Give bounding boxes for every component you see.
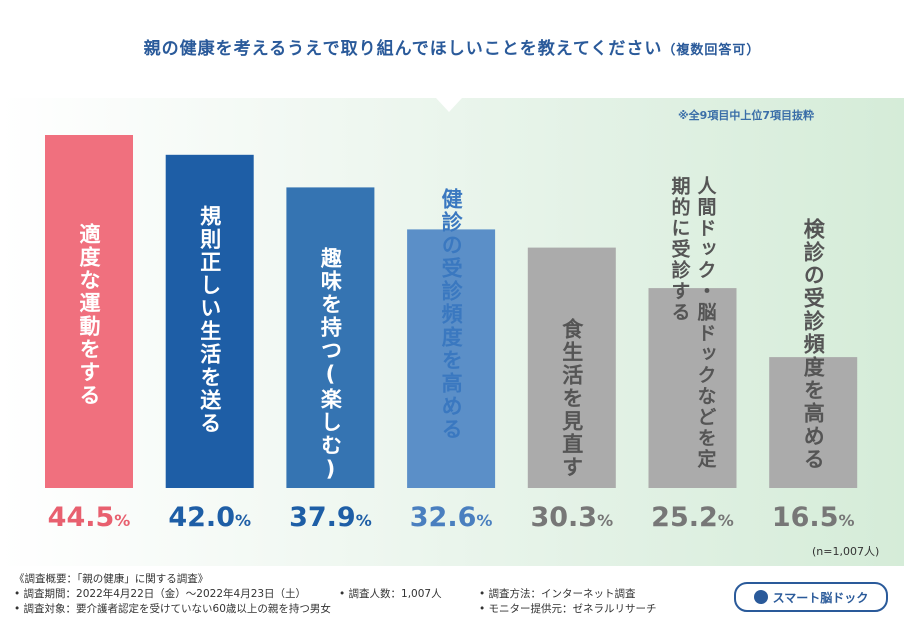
survey-method: • 調査方法：インターネット調査: [479, 588, 636, 600]
bar-value-label: 37.9%: [289, 504, 372, 531]
bar-6: [648, 288, 737, 488]
survey-target: • 調査対象：要介護者認定を受けていない60歳以上の親を持つ男女: [14, 603, 331, 615]
bar-category-label: 趣味を持つ(楽しむ): [318, 247, 343, 484]
value-number: 16.5: [771, 502, 839, 533]
value-number: 32.6: [409, 502, 477, 533]
survey-count: • 調査人数：1,007人: [339, 588, 442, 600]
logo-text: スマート脳ドック: [772, 590, 869, 605]
value-number: 37.9: [289, 502, 356, 533]
sample-size-note: (n=1,007人): [812, 545, 880, 558]
bar-7: [769, 357, 858, 488]
brand-logo: スマート脳ドック: [734, 582, 888, 612]
bar-category-label: 健診の受診頻度を高める: [439, 188, 464, 441]
survey-heading: 《調査概要：「親の健康」に関する調査》: [14, 573, 209, 585]
chart-title: 親の健康を考えるうえで取り組んでほしいことを教えてください（複数回答可）: [0, 34, 904, 59]
bar-4: [407, 229, 496, 488]
value-unit: %: [838, 511, 855, 530]
bar-3: [286, 187, 375, 488]
bar-value-label: 42.0%: [168, 504, 251, 531]
value-unit: %: [476, 511, 493, 530]
selection-note: ※全9項目中上位7項目抜粋: [677, 109, 814, 122]
bar-2: [165, 154, 254, 489]
bar-value-label: 32.6%: [410, 504, 493, 531]
bar-value-label: 44.5%: [48, 504, 131, 531]
brain-icon: [753, 590, 768, 604]
value-number: 30.3: [530, 502, 598, 533]
value-unit: %: [597, 511, 614, 530]
survey-provider: • モニター提供元：ゼネラルリサーチ: [479, 603, 657, 615]
title-text: 親の健康を考えるうえで取り組んでほしいことを教えてください: [143, 39, 663, 59]
value-unit: %: [234, 511, 252, 530]
bar-category-label: 人間ドック・脳ドックなどを定期的に受診する: [668, 176, 717, 470]
bar-value-label: 25.2%: [651, 504, 734, 531]
value-unit: %: [114, 511, 131, 530]
panel-notch: [436, 98, 462, 112]
bar-category-label: 食生活を見直す: [559, 317, 584, 479]
bar-value-label: 16.5%: [772, 504, 855, 531]
value-number: 42.0: [168, 502, 235, 533]
value-unit: %: [355, 511, 372, 530]
bar-category-label: 規則正しい生活を送る: [197, 204, 222, 435]
title-suffix: （複数回答可）: [662, 43, 761, 58]
bar-1: [45, 135, 133, 488]
bar-value-label: 30.3%: [530, 504, 613, 531]
survey-period: • 調査期間：2022年4月22日（金）～2022年4月23日（土）: [14, 588, 307, 600]
bar-5: [527, 247, 616, 488]
value-number: 44.5: [47, 502, 115, 533]
value-number: 25.2: [651, 502, 718, 533]
survey-summary: 《調査概要：「親の健康」に関する調査》 • 調査期間：2022年4月22日（金）…: [14, 572, 679, 617]
value-unit: %: [717, 511, 734, 530]
bar-category-label: 適度な運動をする: [77, 223, 101, 407]
bar-category-label: 検診の受診頻度を高める: [801, 218, 826, 471]
